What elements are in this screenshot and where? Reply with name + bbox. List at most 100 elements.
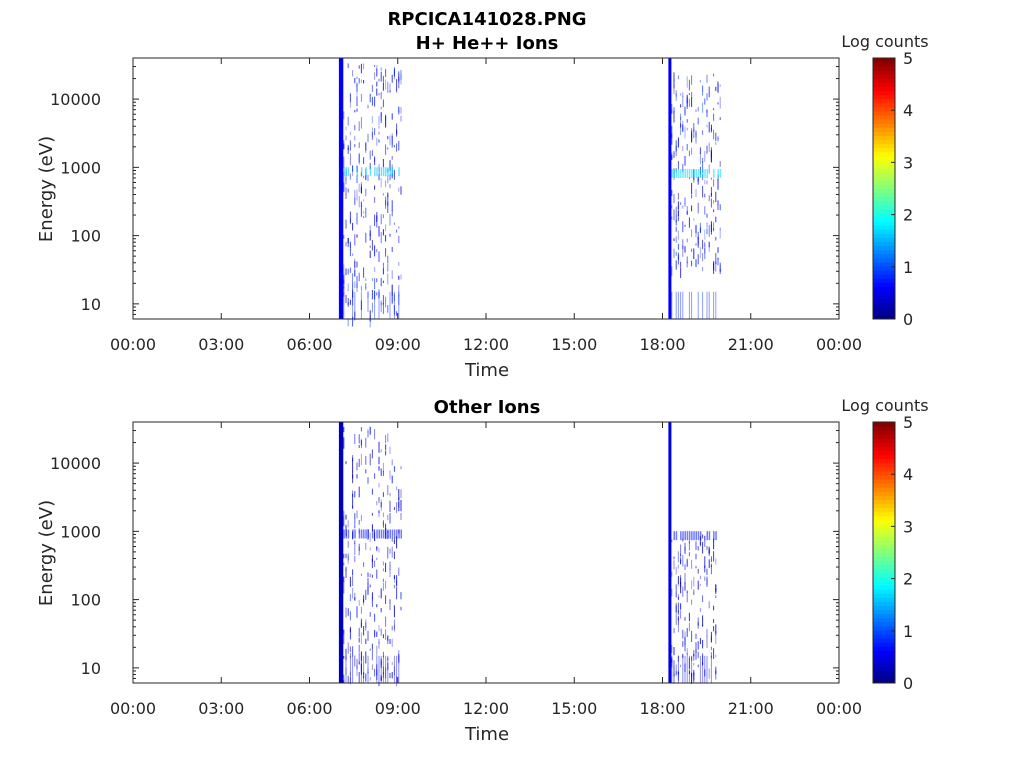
heatmap-cell <box>704 243 706 248</box>
heatmap-cell <box>385 235 387 242</box>
heatmap-cell <box>369 584 371 588</box>
heatmap-cell <box>671 205 673 209</box>
heatmap-cell <box>682 245 684 257</box>
heatmap-cell <box>367 529 369 539</box>
colorbar-segment <box>873 638 895 643</box>
heatmap-cell <box>675 93 677 101</box>
heatmap-cell <box>708 225 710 237</box>
heatmap-cell <box>387 195 389 206</box>
heatmap-cell <box>393 144 395 148</box>
heatmap-cell <box>682 640 684 647</box>
heatmap-cell <box>706 576 708 585</box>
heatmap-cell <box>354 190 356 199</box>
heatmap-cell <box>715 261 717 272</box>
heatmap-cell <box>352 295 354 306</box>
heatmap-cell <box>385 616 387 627</box>
colorbar-segment <box>873 123 895 128</box>
heatmap-cell <box>710 221 712 232</box>
heatmap-cell <box>369 426 371 434</box>
heatmap-area <box>338 422 717 687</box>
heatmap-cell <box>371 643 373 650</box>
heatmap-cell <box>671 126 673 138</box>
heatmap-cell <box>393 294 395 302</box>
heatmap-cell <box>699 583 701 586</box>
heatmap-cell <box>675 593 677 598</box>
heatmap-cell <box>396 89 398 93</box>
heatmap-cell <box>673 647 675 656</box>
heatmap-cell <box>713 605 715 611</box>
colorbar-segment <box>873 265 895 271</box>
heatmap-cell <box>697 291 699 319</box>
colorbar-tick-label: 5 <box>903 413 913 432</box>
heatmap-cell <box>717 135 719 140</box>
heatmap-cell <box>363 595 365 601</box>
heatmap-cell <box>369 93 371 103</box>
heatmap-cell <box>380 106 382 110</box>
colorbar-segment <box>873 200 895 206</box>
heatmap-cell <box>365 437 367 448</box>
colorbar-segment <box>873 662 895 668</box>
heatmap-cell <box>682 554 684 567</box>
heatmap-cell <box>715 141 717 145</box>
heatmap-cell <box>343 634 345 645</box>
heatmap-cell <box>695 633 697 639</box>
heatmap-cell <box>360 201 362 207</box>
heatmap-cell <box>686 559 688 568</box>
heatmap-cell <box>708 245 710 252</box>
heatmap-cell <box>347 298 349 307</box>
x-tick-label: 21:00 <box>728 335 774 354</box>
colorbar-segment <box>873 634 895 639</box>
heatmap-cell <box>369 233 371 241</box>
y-tick-label: 10000 <box>50 454 101 473</box>
heatmap-cell <box>398 655 400 683</box>
heatmap-cell <box>675 145 677 157</box>
y-tick-label: 10 <box>81 659 101 678</box>
heatmap-cell <box>671 571 673 577</box>
heatmap-cell <box>371 574 373 578</box>
heatmap-cell <box>673 673 675 684</box>
colorbar-segment <box>873 426 895 431</box>
heatmap-cell <box>347 63 349 68</box>
heatmap-cell <box>385 79 387 90</box>
heatmap-cell <box>680 610 682 619</box>
heatmap-cell <box>371 240 373 251</box>
heatmap-cell <box>398 275 400 280</box>
heatmap-cell <box>704 565 706 573</box>
colorbar-segment <box>873 253 895 259</box>
heatmap-cell <box>704 248 706 260</box>
colorbar-segment <box>873 176 895 181</box>
heatmap-cell <box>358 65 360 69</box>
heatmap-cell <box>391 167 394 177</box>
heatmap-cell <box>378 624 380 632</box>
heatmap-cell <box>688 541 690 551</box>
heatmap-cell <box>352 655 354 683</box>
heatmap-cell <box>398 501 400 512</box>
heatmap-cell <box>677 616 679 621</box>
heatmap-cell <box>706 629 708 637</box>
heatmap-cell <box>706 93 708 101</box>
heatmap-cell <box>677 291 679 319</box>
heatmap-cell <box>378 510 380 513</box>
heatmap-cell <box>693 218 695 221</box>
heatmap-cell <box>352 505 354 509</box>
heatmap-cell <box>684 197 686 205</box>
heatmap-cell <box>371 559 373 562</box>
heatmap-cell <box>671 539 673 543</box>
colorbar-segment <box>873 270 895 275</box>
heatmap-cell <box>673 209 675 221</box>
heatmap-cell <box>675 531 678 541</box>
heatmap-cell <box>389 512 391 524</box>
heatmap-cell <box>378 125 380 129</box>
heatmap-cell <box>677 551 679 563</box>
heatmap-cell <box>682 92 684 97</box>
colorbar-segment <box>873 184 895 189</box>
colorbar-segment <box>873 94 895 100</box>
heatmap-cell <box>343 182 345 192</box>
heatmap-cell <box>367 431 369 438</box>
heatmap-cell <box>688 655 690 683</box>
heatmap-cell <box>349 576 351 587</box>
heatmap-cell <box>349 629 351 640</box>
heatmap-cell <box>354 234 356 246</box>
heatmap-cell <box>380 449 382 453</box>
